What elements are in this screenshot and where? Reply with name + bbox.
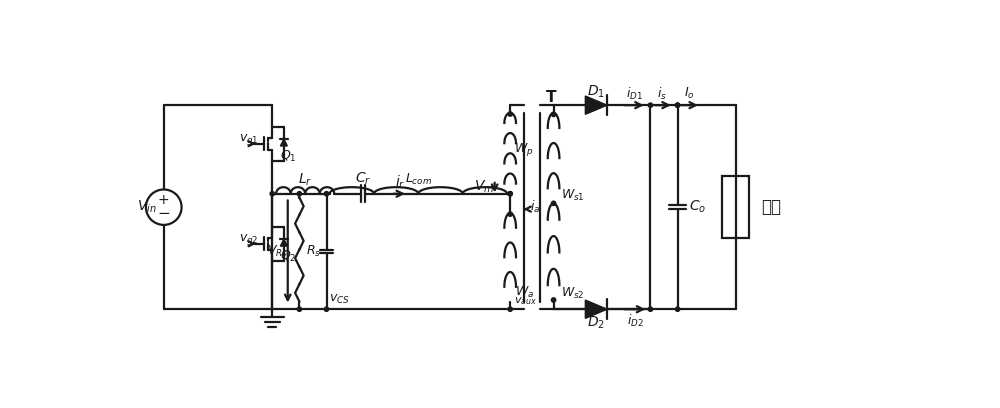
- Circle shape: [675, 103, 680, 107]
- Text: $Q_1$: $Q_1$: [280, 149, 297, 164]
- Text: $C_o$: $C_o$: [689, 199, 706, 215]
- Circle shape: [508, 307, 512, 311]
- Circle shape: [675, 103, 680, 107]
- Text: +: +: [158, 193, 170, 207]
- Text: $v_{CS}$: $v_{CS}$: [329, 293, 350, 306]
- Text: −: −: [157, 206, 170, 221]
- Text: $L_r$: $L_r$: [298, 172, 312, 188]
- Circle shape: [508, 112, 512, 116]
- Polygon shape: [585, 300, 607, 318]
- Text: 负载: 负载: [761, 198, 781, 216]
- Text: $D_2$: $D_2$: [587, 315, 605, 331]
- Text: $D_1$: $D_1$: [587, 83, 605, 100]
- Text: $Q_2$: $Q_2$: [280, 248, 296, 264]
- Text: $v_{aux}$: $v_{aux}$: [514, 296, 537, 307]
- Circle shape: [508, 192, 512, 196]
- Circle shape: [551, 112, 556, 117]
- Text: $W_{s2}$: $W_{s2}$: [561, 286, 585, 302]
- Text: $W_a$: $W_a$: [515, 285, 534, 300]
- Text: $C_r$: $C_r$: [355, 171, 371, 187]
- Circle shape: [648, 307, 653, 311]
- Circle shape: [297, 192, 302, 196]
- Polygon shape: [280, 239, 287, 246]
- Circle shape: [324, 307, 329, 311]
- Circle shape: [675, 307, 680, 311]
- Text: $W_p$: $W_p$: [514, 141, 534, 158]
- Circle shape: [297, 307, 302, 311]
- Text: $v_{g1}$: $v_{g1}$: [239, 132, 259, 147]
- Polygon shape: [585, 96, 607, 114]
- Bar: [722, 176, 749, 238]
- Text: $i_r$: $i_r$: [395, 173, 405, 191]
- Circle shape: [551, 298, 556, 302]
- Text: $v_{g2}$: $v_{g2}$: [239, 232, 259, 247]
- Text: $W_{s1}$: $W_{s1}$: [561, 188, 585, 203]
- Text: $i_s$: $i_s$: [657, 86, 667, 102]
- Circle shape: [508, 212, 512, 216]
- Text: $V_m$: $V_m$: [474, 179, 495, 195]
- Text: $R_s$: $R_s$: [306, 244, 321, 259]
- Text: T: T: [546, 90, 556, 105]
- Text: $I_o$: $I_o$: [684, 86, 695, 101]
- Text: $L_{com}$: $L_{com}$: [405, 171, 432, 186]
- Circle shape: [324, 192, 329, 196]
- Text: $V_{Rs}$: $V_{Rs}$: [267, 244, 288, 259]
- Text: $V_{in}$: $V_{in}$: [137, 199, 157, 215]
- Text: $i_{D1}$: $i_{D1}$: [626, 86, 643, 102]
- Polygon shape: [280, 139, 287, 146]
- Circle shape: [508, 192, 512, 196]
- Circle shape: [270, 192, 274, 196]
- Circle shape: [551, 201, 556, 206]
- Text: $i_a$: $i_a$: [530, 199, 540, 215]
- Text: $i_{D2}$: $i_{D2}$: [627, 313, 643, 329]
- Circle shape: [648, 103, 653, 107]
